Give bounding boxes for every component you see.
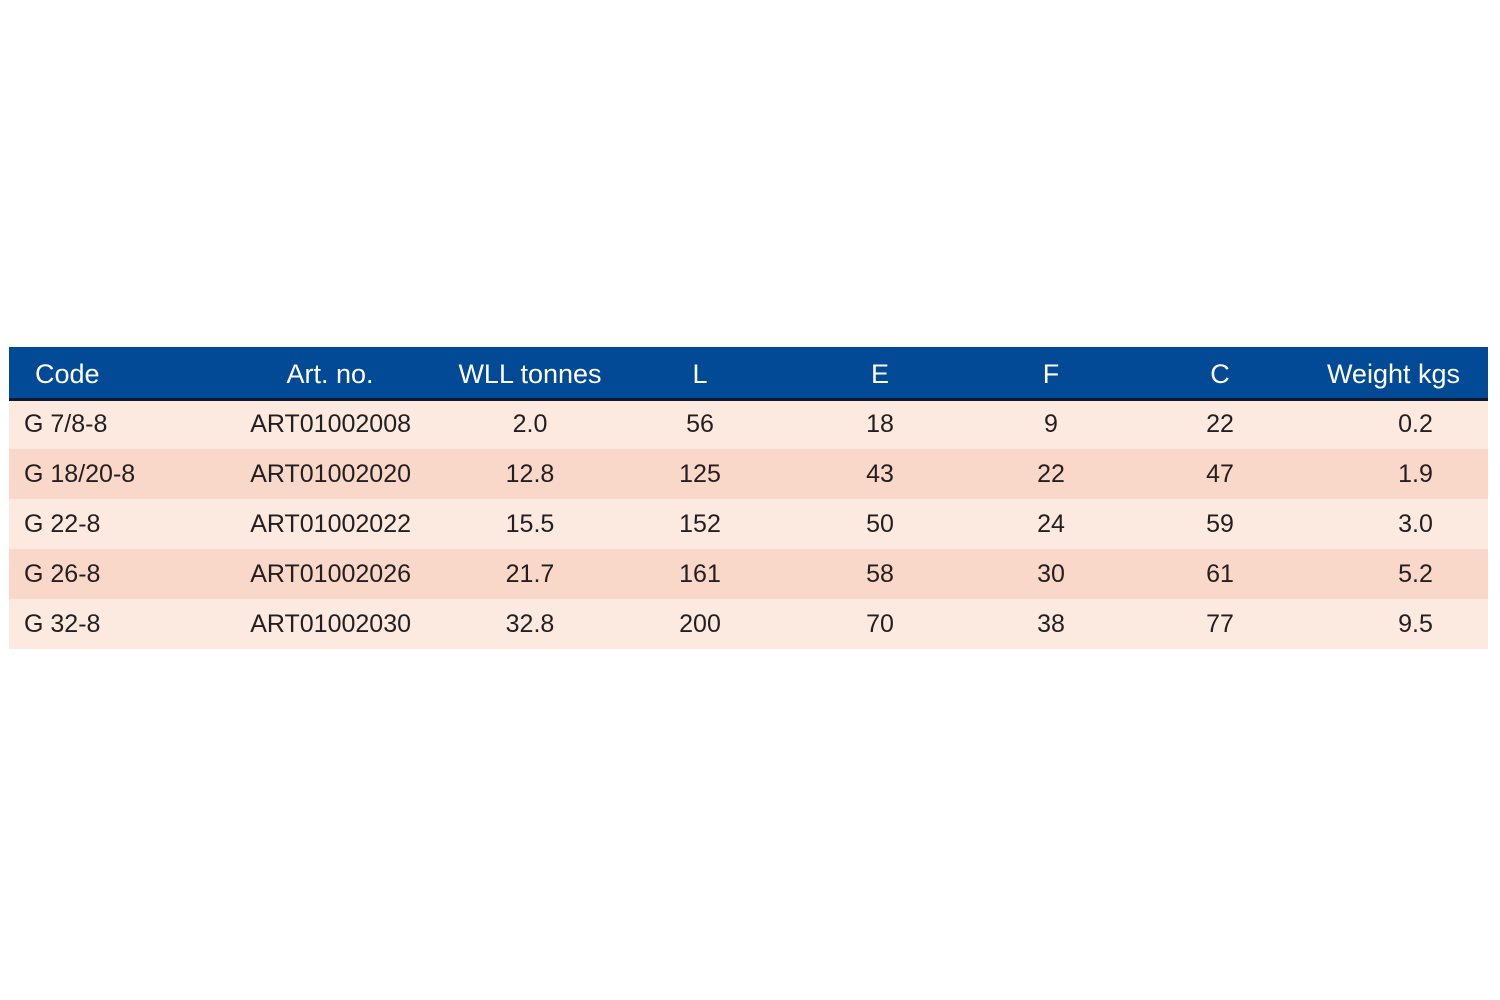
column-header-wll: WLL tonnes [458, 358, 602, 389]
column-header-f: F [1042, 358, 1060, 389]
cell-weight: 0.2 [1398, 410, 1433, 439]
cell-weight: 5.2 [1398, 559, 1433, 588]
cell-art-no: ART01002022 [250, 509, 411, 538]
cell-c: 59 [1206, 509, 1234, 538]
table-body: G 7/8-8 ART01002008 2.0 56 18 9 22 0.2 G… [9, 399, 1488, 649]
cell-weight: 3.0 [1398, 509, 1433, 538]
cell-f: 22 [1037, 459, 1065, 488]
cell-f: 9 [1044, 410, 1058, 439]
cell-wll: 2.0 [512, 410, 548, 439]
cell-c: 22 [1206, 410, 1234, 439]
cell-wll: 32.8 [505, 609, 555, 638]
cell-l: 161 [679, 559, 721, 588]
cell-e: 18 [866, 410, 894, 439]
table-row: G 22-8 ART01002022 15.5 152 50 24 59 3.0 [9, 499, 1488, 549]
specification-table: Code Art. no. WLL tonnes L E F C Weight … [9, 347, 1488, 649]
column-header-art-no: Art. no. [286, 358, 374, 389]
table-row: G 18/20-8 ART01002020 12.8 125 43 22 47 … [9, 449, 1488, 499]
cell-e: 70 [866, 609, 894, 638]
cell-f: 30 [1037, 559, 1065, 588]
cell-wll: 15.5 [505, 509, 555, 538]
cell-weight: 9.5 [1398, 609, 1433, 638]
cell-c: 61 [1206, 559, 1234, 588]
cell-l: 56 [686, 410, 714, 439]
cell-code: G 22-8 [24, 509, 101, 538]
table-row: G 26-8 ART01002026 21.7 161 58 30 61 5.2 [9, 549, 1488, 599]
cell-l: 152 [679, 509, 721, 538]
cell-f: 24 [1037, 509, 1065, 538]
cell-code: G 26-8 [24, 559, 101, 588]
column-header-c: C [1210, 358, 1230, 389]
cell-c: 77 [1206, 609, 1234, 638]
header-row: Code Art. no. WLL tonnes L E F C Weight … [9, 347, 1488, 399]
column-header-weight: Weight kgs [1326, 358, 1460, 389]
column-header-code: Code [35, 358, 100, 389]
table-header: Code Art. no. WLL tonnes L E F C Weight … [9, 347, 1488, 399]
cell-wll: 21.7 [505, 559, 555, 588]
cell-weight: 1.9 [1398, 459, 1433, 488]
cell-c: 47 [1206, 459, 1234, 488]
cell-art-no: ART01002030 [250, 609, 411, 638]
cell-f: 38 [1037, 609, 1065, 638]
cell-wll: 12.8 [505, 459, 555, 488]
cell-art-no: ART01002020 [250, 459, 411, 488]
cell-l: 200 [679, 609, 721, 638]
cell-code: G 32-8 [24, 609, 101, 638]
column-header-l: L [692, 358, 708, 389]
cell-art-no: ART01002026 [250, 559, 411, 588]
cell-art-no: ART01002008 [250, 410, 411, 439]
table-row: G 7/8-8 ART01002008 2.0 56 18 9 22 0.2 [9, 399, 1488, 449]
cell-e: 43 [866, 459, 894, 488]
table-row: G 32-8 ART01002030 32.8 200 70 38 77 9.5 [9, 599, 1488, 649]
cell-code: G 7/8-8 [24, 410, 108, 439]
cell-e: 58 [866, 559, 894, 588]
cell-e: 50 [866, 509, 894, 538]
column-header-e: E [870, 358, 889, 389]
cell-code: G 18/20-8 [24, 459, 136, 488]
cell-l: 125 [679, 459, 721, 488]
